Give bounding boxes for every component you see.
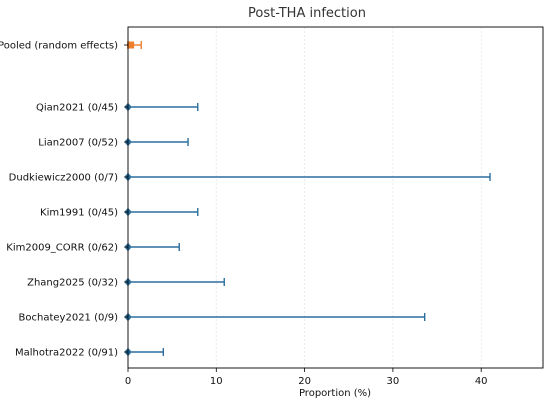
- x-tick-label-2: 20: [298, 376, 311, 387]
- study-0-label: Qian2021 (0/45): [36, 103, 118, 114]
- x-axis-label: Proportion (%): [299, 388, 371, 399]
- study-5-label: Zhang2025 (0/32): [27, 278, 118, 289]
- study-7-label: Malhotra2022 (0/91): [15, 348, 118, 359]
- x-tick-label-4: 40: [475, 376, 488, 387]
- x-tick-label-1: 10: [210, 376, 223, 387]
- x-tick-label-3: 30: [387, 376, 400, 387]
- study-3-label: Kim1991 (0/45): [40, 208, 118, 219]
- study-4-label: Kim2009_CORR (0/62): [6, 243, 118, 254]
- study-6-label: Bochatey2021 (0/9): [19, 313, 119, 324]
- row-labels: Pooled (random effects) Qian2021 (0/45) Li…: [0, 41, 128, 359]
- x-axis-ticks: 0 10 20 30 40: [125, 368, 488, 387]
- pooled-label: Pooled (random effects): [0, 41, 118, 52]
- chart-title: Post-THA infection: [248, 6, 366, 21]
- study-1-label: Lian2007 (0/52): [38, 138, 118, 149]
- study-2-label: Dudkiewicz2000 (0/7): [9, 173, 118, 184]
- x-tick-label-0: 0: [125, 376, 131, 387]
- data-marks: [125, 41, 490, 356]
